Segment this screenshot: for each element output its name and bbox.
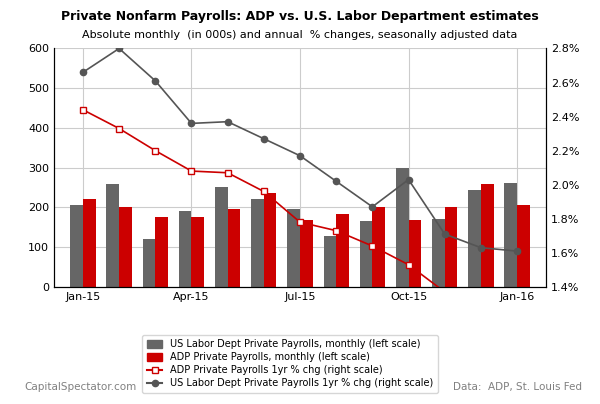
Text: Data:  ADP, St. Louis Fed: Data: ADP, St. Louis Fed [453, 382, 582, 392]
Bar [227, 208, 241, 287]
Bar [300, 221, 313, 287]
Bar [179, 211, 191, 287]
Text: Private Nonfarm Payrolls: ADP vs. U.S. Labor Department estimates: Private Nonfarm Payrolls: ADP vs. U.S. L… [61, 10, 539, 23]
Text: Absolute monthly  (in 000s) and annual  % changes, seasonally adjusted data: Absolute monthly (in 000s) and annual % … [82, 30, 518, 40]
Bar [481, 183, 494, 287]
Bar [396, 168, 409, 287]
Bar [155, 217, 168, 287]
Bar [191, 217, 204, 287]
Text: CapitalSpectator.com: CapitalSpectator.com [24, 382, 136, 392]
Bar [445, 207, 457, 287]
Bar [119, 207, 132, 287]
Bar [336, 214, 349, 287]
Bar [323, 236, 336, 287]
Bar [83, 200, 95, 287]
Bar [409, 220, 421, 287]
Bar [264, 194, 277, 287]
Legend: US Labor Dept Private Payrolls, monthly (left scale), ADP Private Payrolls, mont: US Labor Dept Private Payrolls, monthly … [142, 335, 438, 393]
Bar [432, 219, 445, 287]
Bar [251, 200, 264, 287]
Bar [143, 239, 155, 287]
Bar [106, 183, 119, 287]
Bar [373, 207, 385, 287]
Bar [505, 183, 517, 287]
Bar [287, 208, 300, 287]
Bar [468, 189, 481, 287]
Bar [517, 205, 530, 287]
Bar [215, 187, 227, 287]
Bar [70, 205, 83, 287]
Bar [359, 221, 373, 287]
